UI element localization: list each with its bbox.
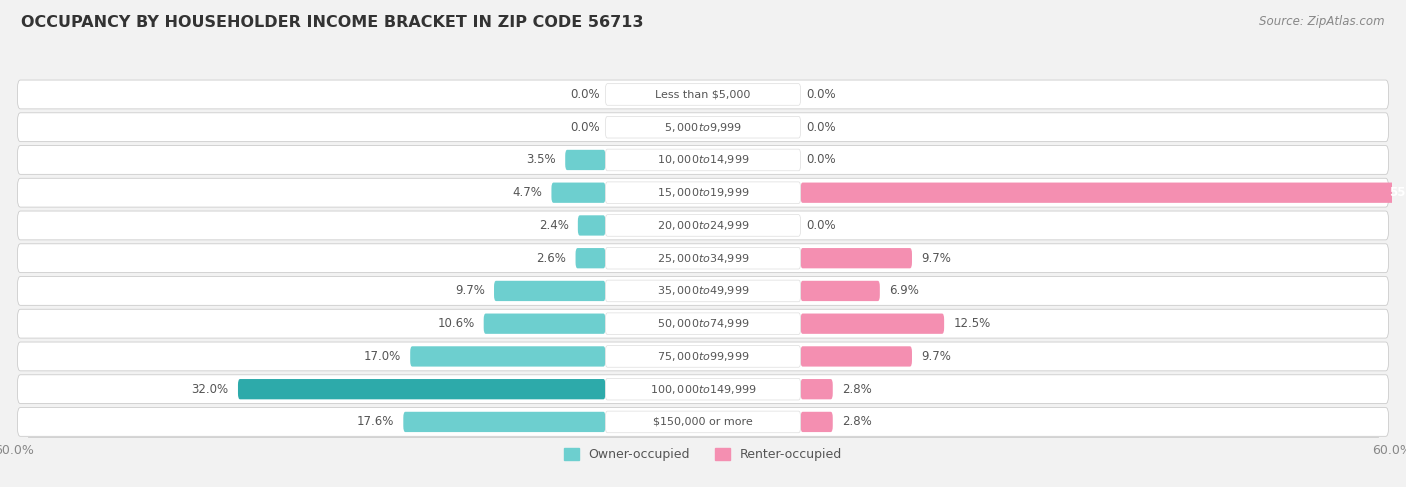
Text: 0.0%: 0.0% bbox=[807, 219, 837, 232]
Text: 2.8%: 2.8% bbox=[842, 415, 872, 429]
FancyBboxPatch shape bbox=[565, 150, 606, 170]
Text: 0.0%: 0.0% bbox=[807, 121, 837, 134]
Text: $100,000 to $149,999: $100,000 to $149,999 bbox=[650, 383, 756, 395]
FancyBboxPatch shape bbox=[17, 342, 1389, 371]
Legend: Owner-occupied, Renter-occupied: Owner-occupied, Renter-occupied bbox=[558, 443, 848, 466]
FancyBboxPatch shape bbox=[606, 215, 800, 236]
FancyBboxPatch shape bbox=[17, 211, 1389, 240]
FancyBboxPatch shape bbox=[606, 411, 800, 433]
FancyBboxPatch shape bbox=[411, 346, 606, 367]
FancyBboxPatch shape bbox=[404, 412, 606, 432]
FancyBboxPatch shape bbox=[578, 215, 606, 236]
FancyBboxPatch shape bbox=[606, 313, 800, 335]
FancyBboxPatch shape bbox=[606, 346, 800, 367]
FancyBboxPatch shape bbox=[800, 314, 945, 334]
FancyBboxPatch shape bbox=[484, 314, 606, 334]
Text: $35,000 to $49,999: $35,000 to $49,999 bbox=[657, 284, 749, 298]
FancyBboxPatch shape bbox=[17, 309, 1389, 338]
FancyBboxPatch shape bbox=[17, 178, 1389, 207]
Text: $10,000 to $14,999: $10,000 to $14,999 bbox=[657, 153, 749, 167]
FancyBboxPatch shape bbox=[800, 281, 880, 301]
Text: 0.0%: 0.0% bbox=[807, 153, 837, 167]
Text: $50,000 to $74,999: $50,000 to $74,999 bbox=[657, 317, 749, 330]
Text: Less than $5,000: Less than $5,000 bbox=[655, 90, 751, 99]
FancyBboxPatch shape bbox=[17, 113, 1389, 142]
FancyBboxPatch shape bbox=[17, 408, 1389, 436]
FancyBboxPatch shape bbox=[606, 116, 800, 138]
FancyBboxPatch shape bbox=[17, 244, 1389, 273]
FancyBboxPatch shape bbox=[238, 379, 606, 399]
FancyBboxPatch shape bbox=[606, 149, 800, 171]
Text: 2.6%: 2.6% bbox=[537, 252, 567, 265]
Text: 55.6%: 55.6% bbox=[1389, 186, 1406, 199]
FancyBboxPatch shape bbox=[800, 248, 912, 268]
Text: 9.7%: 9.7% bbox=[921, 252, 950, 265]
Text: 0.0%: 0.0% bbox=[569, 121, 599, 134]
Text: 2.4%: 2.4% bbox=[538, 219, 568, 232]
Text: $15,000 to $19,999: $15,000 to $19,999 bbox=[657, 186, 749, 199]
Text: 6.9%: 6.9% bbox=[889, 284, 920, 298]
Text: 12.5%: 12.5% bbox=[953, 317, 991, 330]
FancyBboxPatch shape bbox=[17, 277, 1389, 305]
FancyBboxPatch shape bbox=[606, 247, 800, 269]
FancyBboxPatch shape bbox=[17, 146, 1389, 174]
FancyBboxPatch shape bbox=[17, 375, 1389, 404]
Text: $5,000 to $9,999: $5,000 to $9,999 bbox=[664, 121, 742, 134]
Text: 10.6%: 10.6% bbox=[437, 317, 474, 330]
FancyBboxPatch shape bbox=[575, 248, 606, 268]
FancyBboxPatch shape bbox=[800, 412, 832, 432]
Text: 2.8%: 2.8% bbox=[842, 383, 872, 395]
FancyBboxPatch shape bbox=[494, 281, 606, 301]
Text: $75,000 to $99,999: $75,000 to $99,999 bbox=[657, 350, 749, 363]
FancyBboxPatch shape bbox=[800, 346, 912, 367]
Text: 0.0%: 0.0% bbox=[569, 88, 599, 101]
Text: OCCUPANCY BY HOUSEHOLDER INCOME BRACKET IN ZIP CODE 56713: OCCUPANCY BY HOUSEHOLDER INCOME BRACKET … bbox=[21, 15, 644, 30]
Text: 32.0%: 32.0% bbox=[191, 383, 229, 395]
FancyBboxPatch shape bbox=[800, 183, 1406, 203]
FancyBboxPatch shape bbox=[17, 80, 1389, 109]
FancyBboxPatch shape bbox=[800, 379, 832, 399]
Text: 0.0%: 0.0% bbox=[807, 88, 837, 101]
FancyBboxPatch shape bbox=[606, 84, 800, 105]
Text: 17.6%: 17.6% bbox=[357, 415, 394, 429]
FancyBboxPatch shape bbox=[606, 378, 800, 400]
Text: 4.7%: 4.7% bbox=[512, 186, 543, 199]
Text: $150,000 or more: $150,000 or more bbox=[654, 417, 752, 427]
Text: $25,000 to $34,999: $25,000 to $34,999 bbox=[657, 252, 749, 265]
Text: 9.7%: 9.7% bbox=[921, 350, 950, 363]
FancyBboxPatch shape bbox=[606, 280, 800, 302]
Text: 9.7%: 9.7% bbox=[456, 284, 485, 298]
FancyBboxPatch shape bbox=[606, 182, 800, 204]
Text: 3.5%: 3.5% bbox=[526, 153, 555, 167]
Text: $20,000 to $24,999: $20,000 to $24,999 bbox=[657, 219, 749, 232]
FancyBboxPatch shape bbox=[551, 183, 606, 203]
Text: Source: ZipAtlas.com: Source: ZipAtlas.com bbox=[1260, 15, 1385, 28]
Text: 17.0%: 17.0% bbox=[364, 350, 401, 363]
